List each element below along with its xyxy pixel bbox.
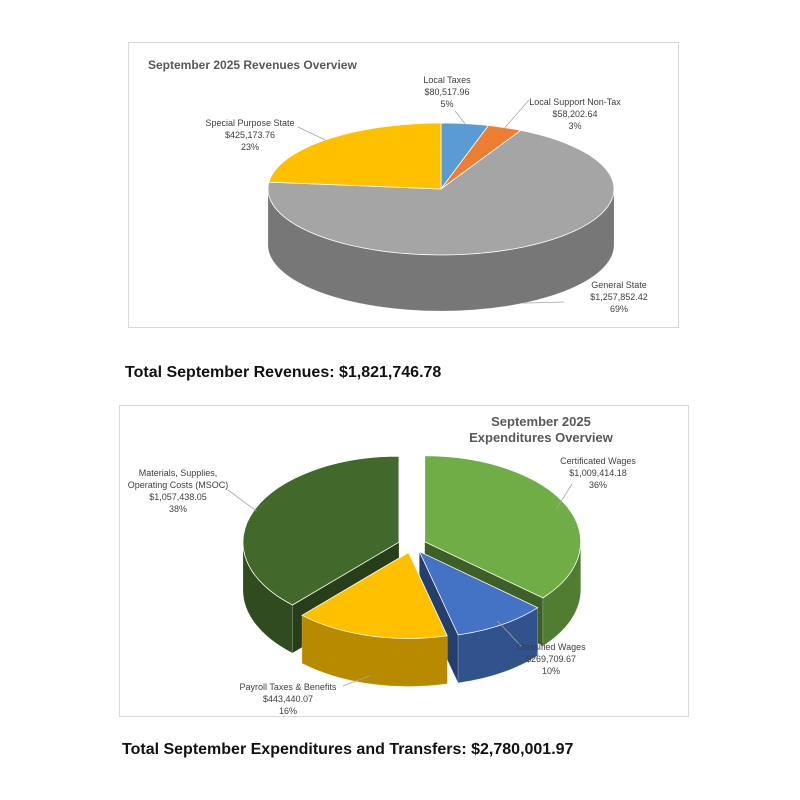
- revenues-leader-2: [523, 301, 565, 304]
- expenditures-label-3: Materials, Supplies, Operating Costs (MSO…: [128, 468, 229, 514]
- expenditures-slice-0: [424, 455, 582, 599]
- expenditures-leader-3: [227, 489, 258, 512]
- revenues-label-3: Special Purpose State $425,173.76 23%: [205, 118, 294, 152]
- expenditures-label-1: Classified Wages $269,709.67 10%: [516, 642, 586, 676]
- expenditures-leader-2: [342, 675, 370, 687]
- revenues-leader-0: [454, 110, 466, 124]
- expenditures-label-0: Certificated Wages $1,009,414.18 36%: [560, 456, 636, 490]
- expenditures-slice-1: [418, 550, 539, 636]
- expenditures-chart-title: September 2025 Expenditures Overview: [469, 414, 614, 445]
- revenues-pie-svg: September 2025 Revenues Overview Local Ta…: [148, 58, 648, 314]
- revenues-chart-title: September 2025 Revenues Overview: [148, 58, 357, 72]
- expenditures-label-2: Payroll Taxes & Benefits $443,440.07 16%: [240, 682, 337, 716]
- revenues-leader-3: [297, 126, 326, 141]
- revenues-label-1: Local Support Non-Tax $58,202.64 3%: [529, 97, 621, 131]
- revenues-label-0: Local Taxes $80,517.96 5%: [423, 75, 471, 109]
- expenditures-leader-1: [497, 620, 522, 647]
- revenues-slice-2: [267, 129, 615, 256]
- revenues-leader-1: [504, 99, 530, 128]
- expenditures-chart: September 2025 Expenditures Overview Certi…: [119, 405, 689, 717]
- revenues-total: Total September Revenues: $1,821,746.78: [125, 364, 442, 381]
- expenditures-total: Total September Expenditures and Transfe…: [122, 741, 574, 758]
- expenditures-leader-0: [556, 483, 573, 509]
- expenditures-slice-2: [301, 551, 448, 639]
- expenditures-slice-3: [242, 455, 400, 606]
- expenditures-pie-svg: September 2025 Expenditures Overview Certi…: [128, 414, 637, 716]
- revenues-label-2: General State $1,257,852.42 69%: [590, 280, 648, 314]
- revenues-chart: September 2025 Revenues Overview Local Ta…: [128, 42, 679, 328]
- revenues-slice-3: [268, 122, 442, 190]
